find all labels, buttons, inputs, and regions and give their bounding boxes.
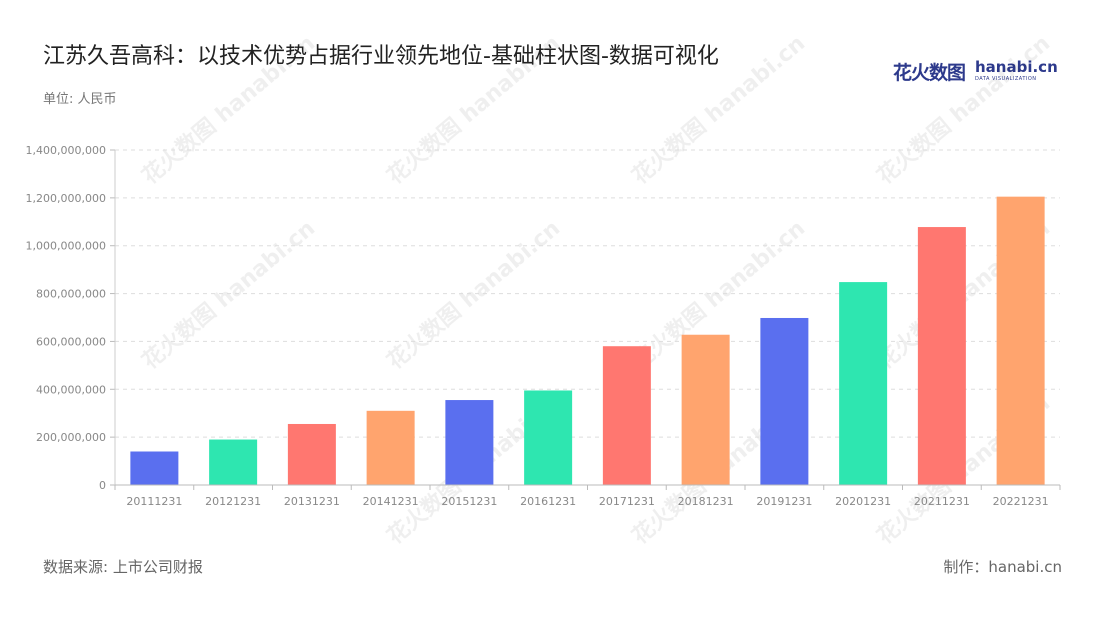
- bar: [917, 227, 966, 486]
- y-tick-label: 200,000,000: [36, 431, 106, 444]
- bar: [602, 346, 651, 485]
- bar: [760, 317, 809, 485]
- x-tick-label: 20111231: [126, 495, 182, 508]
- y-tick-label: 0: [99, 479, 106, 492]
- y-tick-label: 800,000,000: [36, 288, 106, 301]
- watermark-text: 花火数图 hanabi.cn: [382, 215, 565, 374]
- x-tick-label: 20171231: [599, 495, 655, 508]
- x-tick-label: 20121231: [205, 495, 261, 508]
- brand-name-cn: 花火数图: [893, 62, 966, 84]
- bar: [681, 334, 730, 485]
- x-tick-label: 20161231: [520, 495, 576, 508]
- x-tick-label: 20201231: [835, 495, 891, 508]
- x-tick-label: 20181231: [678, 495, 734, 508]
- brand-name-en: hanabi.cn: [975, 58, 1058, 76]
- x-axis: 20111231 20121231 20131231 20141231 20151231…: [114, 484, 1061, 508]
- unit-label: 单位: 人民币: [43, 92, 117, 107]
- x-tick-label: 20191231: [756, 495, 812, 508]
- credit: 制作：hanabi.cn: [943, 558, 1062, 576]
- grid-lines: [115, 149, 1060, 438]
- watermark-layer: 花火数图 hanabi.cn 花火数图 hanabi.cn 花火数图 hanabi.…: [137, 30, 1055, 549]
- y-tick-label: 1,400,000,000: [26, 144, 106, 157]
- chart-title: 江苏久吾高科：以技术优势占据行业领先地位-基础柱状图-数据可视化: [43, 44, 719, 69]
- bar: [445, 400, 494, 485]
- bar: [996, 196, 1045, 486]
- watermark-text: 花火数图 hanabi.cn: [137, 30, 320, 189]
- x-tick-label: 20141231: [363, 495, 419, 508]
- x-tick-label: 20221231: [993, 495, 1049, 508]
- data-source: 数据来源: 上市公司财报: [43, 558, 203, 576]
- watermark-text: 花火数图 hanabi.cn: [137, 215, 320, 374]
- bar: [524, 390, 573, 485]
- watermark-text: 花火数图 hanabi.cn: [872, 30, 1055, 189]
- bar: [287, 423, 336, 485]
- watermark-text: 花火数图 hanabi.cn: [382, 30, 565, 189]
- bars: [130, 196, 1045, 486]
- y-tick-label: 1,000,000,000: [26, 240, 106, 253]
- y-axis: 0 200,000,000 400,000,000 600,000,000 800,00…: [26, 144, 116, 492]
- x-tick-label: 20151231: [441, 495, 497, 508]
- y-tick-label: 400,000,000: [36, 383, 106, 396]
- y-tick-label: 600,000,000: [36, 335, 106, 348]
- brand-tagline: DATA VISUALIZATION: [975, 76, 1037, 82]
- x-tick-label: 20211231: [914, 495, 970, 508]
- y-tick-label: 1,200,000,000: [26, 192, 106, 205]
- bar: [130, 451, 179, 485]
- bar: [839, 282, 888, 485]
- bar: [209, 439, 258, 485]
- bar: [366, 410, 415, 485]
- watermark-text: 花火数图 hanabi.cn: [627, 30, 810, 189]
- x-tick-label: 20131231: [284, 495, 340, 508]
